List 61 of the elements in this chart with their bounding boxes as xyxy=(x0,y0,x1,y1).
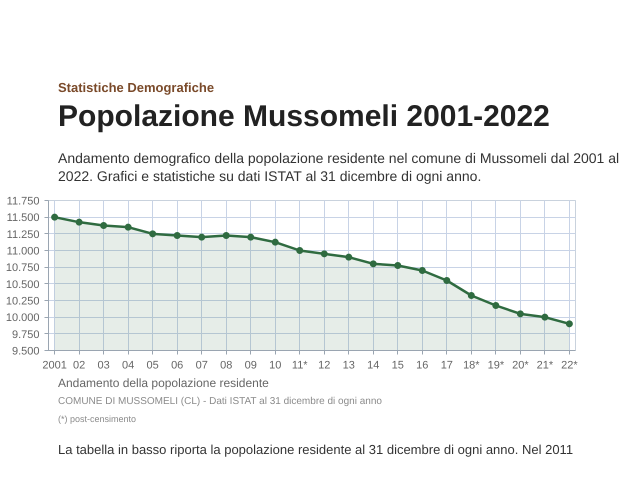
point xyxy=(222,232,230,239)
y-tick-label: 11.750 xyxy=(6,196,40,208)
x-tick-label: 07 xyxy=(196,360,208,372)
y-tick-label: 10.500 xyxy=(6,278,40,291)
x-tick-label: 17 xyxy=(440,360,453,372)
x-tick-label: 03 xyxy=(98,360,110,372)
text: La tabella in basso riporta la popolazione residente al 31 dicembre di ogni anno. Nel 2011 xyxy=(58,442,574,458)
point xyxy=(541,314,548,321)
y-tick-label: 11.000 xyxy=(6,246,40,258)
x-tick-label: 06 xyxy=(171,360,184,372)
x-tick-label: 04 xyxy=(122,360,134,372)
y-tick-label: 10.750 xyxy=(6,262,40,274)
y-tick-label: 10.250 xyxy=(6,296,40,308)
point xyxy=(272,238,279,246)
text: Andamento della popolazione residente xyxy=(58,376,269,391)
x-tick-label: 10 xyxy=(269,360,282,372)
x-tick-label: 14 xyxy=(367,360,380,372)
point xyxy=(394,262,402,269)
point xyxy=(468,292,475,299)
point xyxy=(51,214,58,221)
point xyxy=(566,320,573,328)
x-tick-label: 19* xyxy=(488,360,505,372)
point xyxy=(174,232,181,239)
point xyxy=(76,218,83,226)
x-tick-label: 2001 xyxy=(42,360,67,372)
x-tick-label: 15 xyxy=(392,360,404,372)
point xyxy=(345,254,352,261)
x-tick-label: 18* xyxy=(463,360,480,372)
point xyxy=(296,247,304,254)
x-tick-label: 08 xyxy=(220,360,232,372)
text: COMUNE DI MUSSOMELI (CL) - Dati ISTAT al 31 dicembre di ogni anno xyxy=(58,396,382,408)
x-tick-label: 02 xyxy=(73,360,86,372)
x-tick-label: 22* xyxy=(561,360,578,372)
x-tick-label: 16 xyxy=(416,360,428,372)
point xyxy=(149,230,156,238)
y-tick-label: 10.000 xyxy=(6,312,40,324)
y-tick-label: 11.250 xyxy=(6,228,40,241)
x-tick-label: 09 xyxy=(244,360,257,372)
text: Statistiche Demografiche xyxy=(58,80,214,96)
x-tick-label: 05 xyxy=(146,360,159,372)
y-tick-label: 11.500 xyxy=(6,212,40,224)
x-tick-label: 12 xyxy=(318,360,330,372)
point xyxy=(100,222,108,229)
x-tick-label: 21* xyxy=(536,360,554,372)
text: (*) post-censimento xyxy=(58,414,136,426)
chart-title: Popolazione Mussomeli 2001-2022 xyxy=(58,99,550,135)
x-tick-label: 20* xyxy=(512,360,530,372)
x-tick-label: 13 xyxy=(342,360,355,372)
point xyxy=(492,302,500,309)
y-tick-label: 9.500 xyxy=(12,346,40,358)
point xyxy=(418,267,426,274)
point xyxy=(370,260,377,268)
x-tick-label: 11* xyxy=(292,360,308,372)
chart-subtitle: Andamento demografico della popolazione residente nel comune di Mussomeli dal 2001 al 2022. Grafici e statistiche su dati ISTAT al 31 dicembre di ogni anno. xyxy=(58,150,620,185)
point xyxy=(443,277,450,284)
point xyxy=(516,310,524,318)
point xyxy=(124,224,132,231)
point xyxy=(247,234,254,241)
point xyxy=(198,234,206,241)
point xyxy=(320,250,328,258)
y-tick-label: 9.750 xyxy=(12,328,40,341)
